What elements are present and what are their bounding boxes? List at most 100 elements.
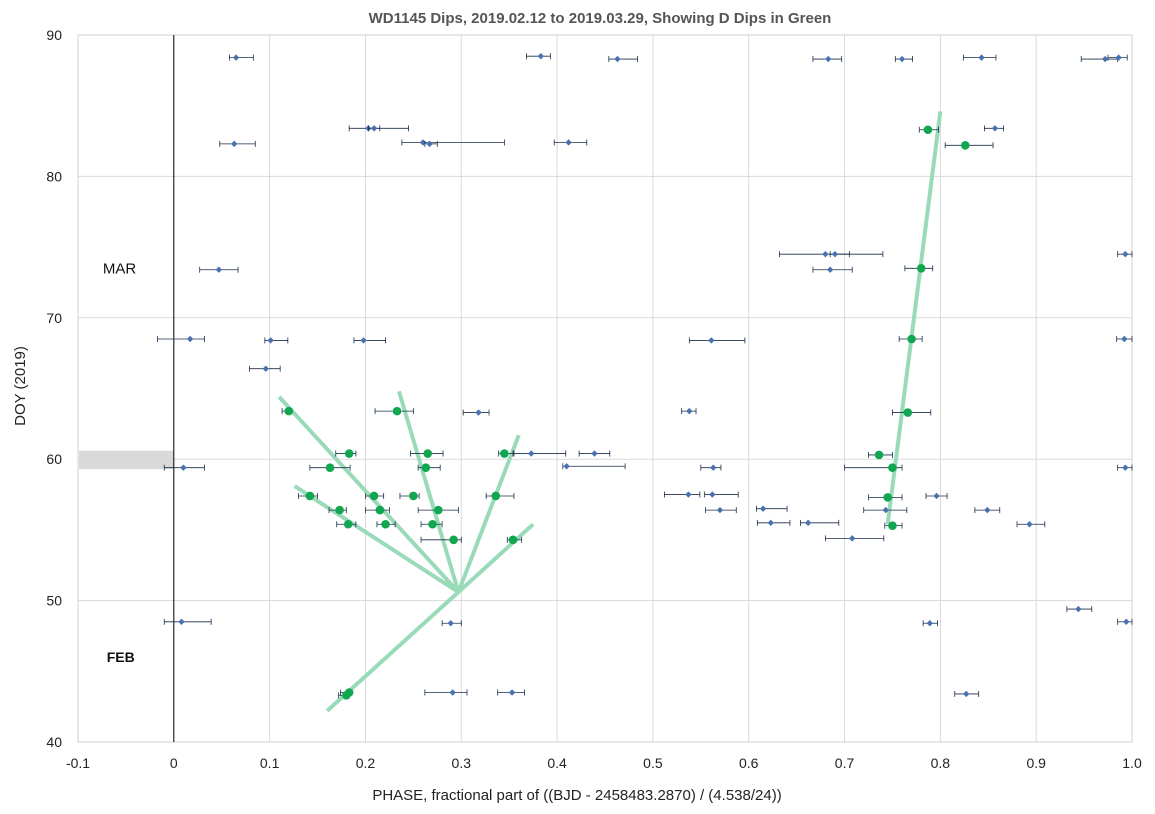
marker-diamond	[822, 250, 829, 258]
marker-diamond	[565, 139, 572, 146]
d-dip-point	[338, 691, 351, 700]
x-tick-label: 0.9	[1026, 755, 1046, 771]
marker-circle	[960, 140, 970, 150]
marker-circle	[325, 463, 335, 472]
marker-diamond	[991, 125, 999, 132]
dip-point	[1117, 464, 1133, 471]
trend-line	[456, 434, 521, 593]
marker-diamond	[804, 519, 812, 527]
marker-circle	[423, 449, 433, 458]
marker-diamond	[267, 337, 274, 344]
d-dip-point	[376, 519, 396, 529]
dip-point	[497, 689, 525, 696]
x-tick-label: 1.0	[1122, 755, 1142, 771]
dip-point	[894, 55, 913, 63]
marker-diamond	[1101, 55, 1109, 63]
dip-point	[974, 506, 1001, 514]
marker-circle	[907, 334, 916, 344]
x-tick-label: 0.6	[739, 755, 759, 771]
marker-diamond	[759, 505, 767, 512]
y-tick-label: 80	[46, 168, 62, 184]
marker-diamond	[508, 689, 516, 696]
dip-point	[513, 450, 567, 457]
marker-diamond	[186, 335, 194, 343]
dip-point	[578, 450, 611, 457]
dip-point	[526, 53, 551, 60]
plot-border	[77, 34, 1133, 743]
marker-circle	[305, 491, 315, 501]
dip-point	[608, 55, 638, 63]
trend-lines	[277, 111, 943, 713]
marker-diamond	[710, 464, 717, 471]
marker-diamond	[849, 535, 856, 542]
dip-point	[705, 506, 737, 514]
dip-point	[1080, 55, 1119, 63]
y-tick-label: 50	[46, 593, 62, 609]
dip-point	[1117, 618, 1133, 626]
d-dip-point	[336, 519, 357, 529]
dip-point	[401, 139, 505, 146]
dip-point	[1066, 605, 1093, 613]
dip-point	[700, 464, 722, 471]
marker-circle	[369, 491, 379, 501]
highlight-band-rect	[79, 450, 174, 470]
trend-line	[457, 522, 535, 594]
marker-circle	[500, 449, 509, 458]
trend-line	[885, 111, 943, 525]
dip-point	[553, 139, 588, 146]
annotations: MAR FEB	[103, 260, 136, 665]
dip-point	[756, 519, 791, 527]
dip-point	[1107, 54, 1128, 61]
d-dip-point	[365, 491, 385, 501]
d-dip-point	[918, 125, 939, 135]
x-axis-ticks: -0.1 0 0.1 0.2 0.3 0.4 0.5 0.6 0.7 0.8 0.9 1.0	[66, 755, 1142, 771]
d-dip-point	[417, 463, 441, 472]
marker-circle	[883, 493, 892, 502]
marker-diamond	[528, 450, 535, 457]
marker-circle	[335, 505, 344, 515]
marker-circle	[392, 406, 402, 416]
highlight-band	[79, 450, 174, 470]
dip-point	[157, 335, 205, 343]
d-dip-point	[868, 493, 903, 502]
marker-diamond	[180, 464, 187, 471]
marker-diamond	[563, 463, 570, 470]
d-dip-point	[420, 535, 462, 545]
dip-point	[163, 464, 205, 471]
marker-diamond	[826, 266, 834, 273]
d-dip-point	[297, 491, 318, 501]
marker-diamond	[825, 55, 832, 63]
marker-circle	[375, 505, 385, 515]
marker-diamond	[591, 450, 598, 457]
x-tick-label: 0.8	[931, 755, 951, 771]
dip-point	[954, 690, 980, 698]
dip-point	[264, 337, 289, 344]
marker-circle	[491, 491, 501, 501]
dip-point	[424, 140, 438, 148]
dip-point	[1117, 250, 1133, 258]
marker-diamond	[1122, 464, 1129, 471]
dip-point	[755, 505, 788, 512]
marker-circle	[888, 521, 897, 530]
marker-circle	[284, 406, 294, 416]
dip-point	[1116, 335, 1133, 343]
y-axis-ticks: 40 50 60 70 80 90	[46, 27, 62, 750]
marker-diamond	[537, 53, 545, 60]
month-annotation: FEB	[107, 649, 135, 665]
marker-diamond	[232, 54, 240, 61]
marker-diamond	[933, 492, 940, 500]
marker-diamond	[984, 506, 991, 514]
dip-point	[863, 506, 908, 514]
marker-circle	[433, 505, 443, 515]
x-axis-label: PHASE, fractional part of ((BJD - 245848…	[372, 787, 781, 804]
y-tick-label: 70	[46, 310, 62, 326]
dip-point	[199, 266, 239, 273]
dip-point	[163, 618, 212, 626]
dip-point	[984, 125, 1005, 132]
marker-diamond	[709, 491, 716, 498]
x-tick-label: 0.3	[452, 755, 472, 771]
d-dip-point	[485, 491, 515, 501]
dip-point	[664, 491, 701, 498]
x-tick-label: 0.1	[260, 755, 280, 771]
trend-line	[293, 484, 460, 594]
